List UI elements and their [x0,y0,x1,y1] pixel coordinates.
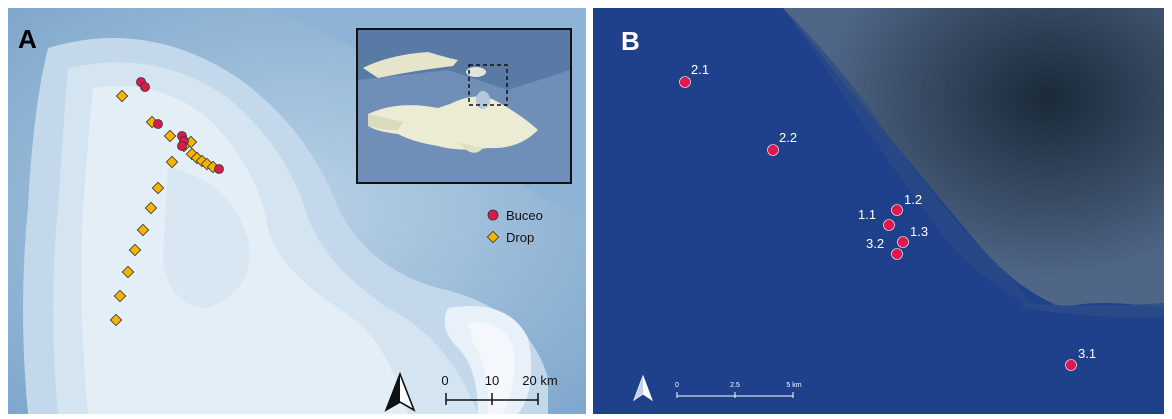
site-label: 2.2 [779,130,797,145]
site-point [767,144,779,156]
scale-tick-label: 0 [441,373,448,388]
map-panel-a: 0 10 20 km A [8,8,586,414]
site-labels: 2.1 2.2 1.2 1.1 1.3 3.2 3.1 [691,62,1096,361]
circle-icon [487,209,499,221]
site-point [897,236,909,248]
scale-tick-label: 5 km [786,382,801,389]
scale-tick-label: 20 km [522,373,557,388]
north-arrow-icon [384,371,416,412]
site-label: 3.1 [1078,346,1096,361]
panel-label-a: A [18,24,37,54]
map-legend: Buceo Drop [486,204,543,248]
scale-tick-label: 2.5 [730,382,740,389]
site-points [679,76,1077,371]
scale-bar-b: 0 2.5 5 km [675,382,802,398]
legend-item-drop: Drop [486,226,543,248]
site-label: 1.3 [910,224,928,239]
scale-bar-a: 0 10 20 km [441,373,558,405]
legend-item-buceo: Buceo [486,204,543,226]
satellite-map: 2.1 2.2 1.2 1.1 1.3 3.2 3.1 0 2.5 5 km [593,8,1164,414]
site-point [679,76,691,88]
site-label: 3.2 [866,236,884,251]
site-point [1065,359,1077,371]
panel-label-b: B [621,26,640,56]
survey-points [109,77,224,327]
map-panel-b: 2.1 2.2 1.2 1.1 1.3 3.2 3.1 0 2.5 5 km B [593,8,1164,414]
scale-tick-label: 0 [675,382,679,389]
site-point [891,248,903,260]
scale-tick-label: 10 [485,373,499,388]
north-arrow-icon [632,374,654,402]
inset-map [356,28,572,184]
legend-label: Drop [506,229,535,245]
legend-label: Buceo [506,207,543,223]
site-label: 1.2 [904,192,922,207]
site-label: 2.1 [691,62,709,77]
diamond-icon [486,230,500,244]
site-point [883,219,895,231]
site-point [891,204,903,216]
site-label: 1.1 [858,207,876,222]
